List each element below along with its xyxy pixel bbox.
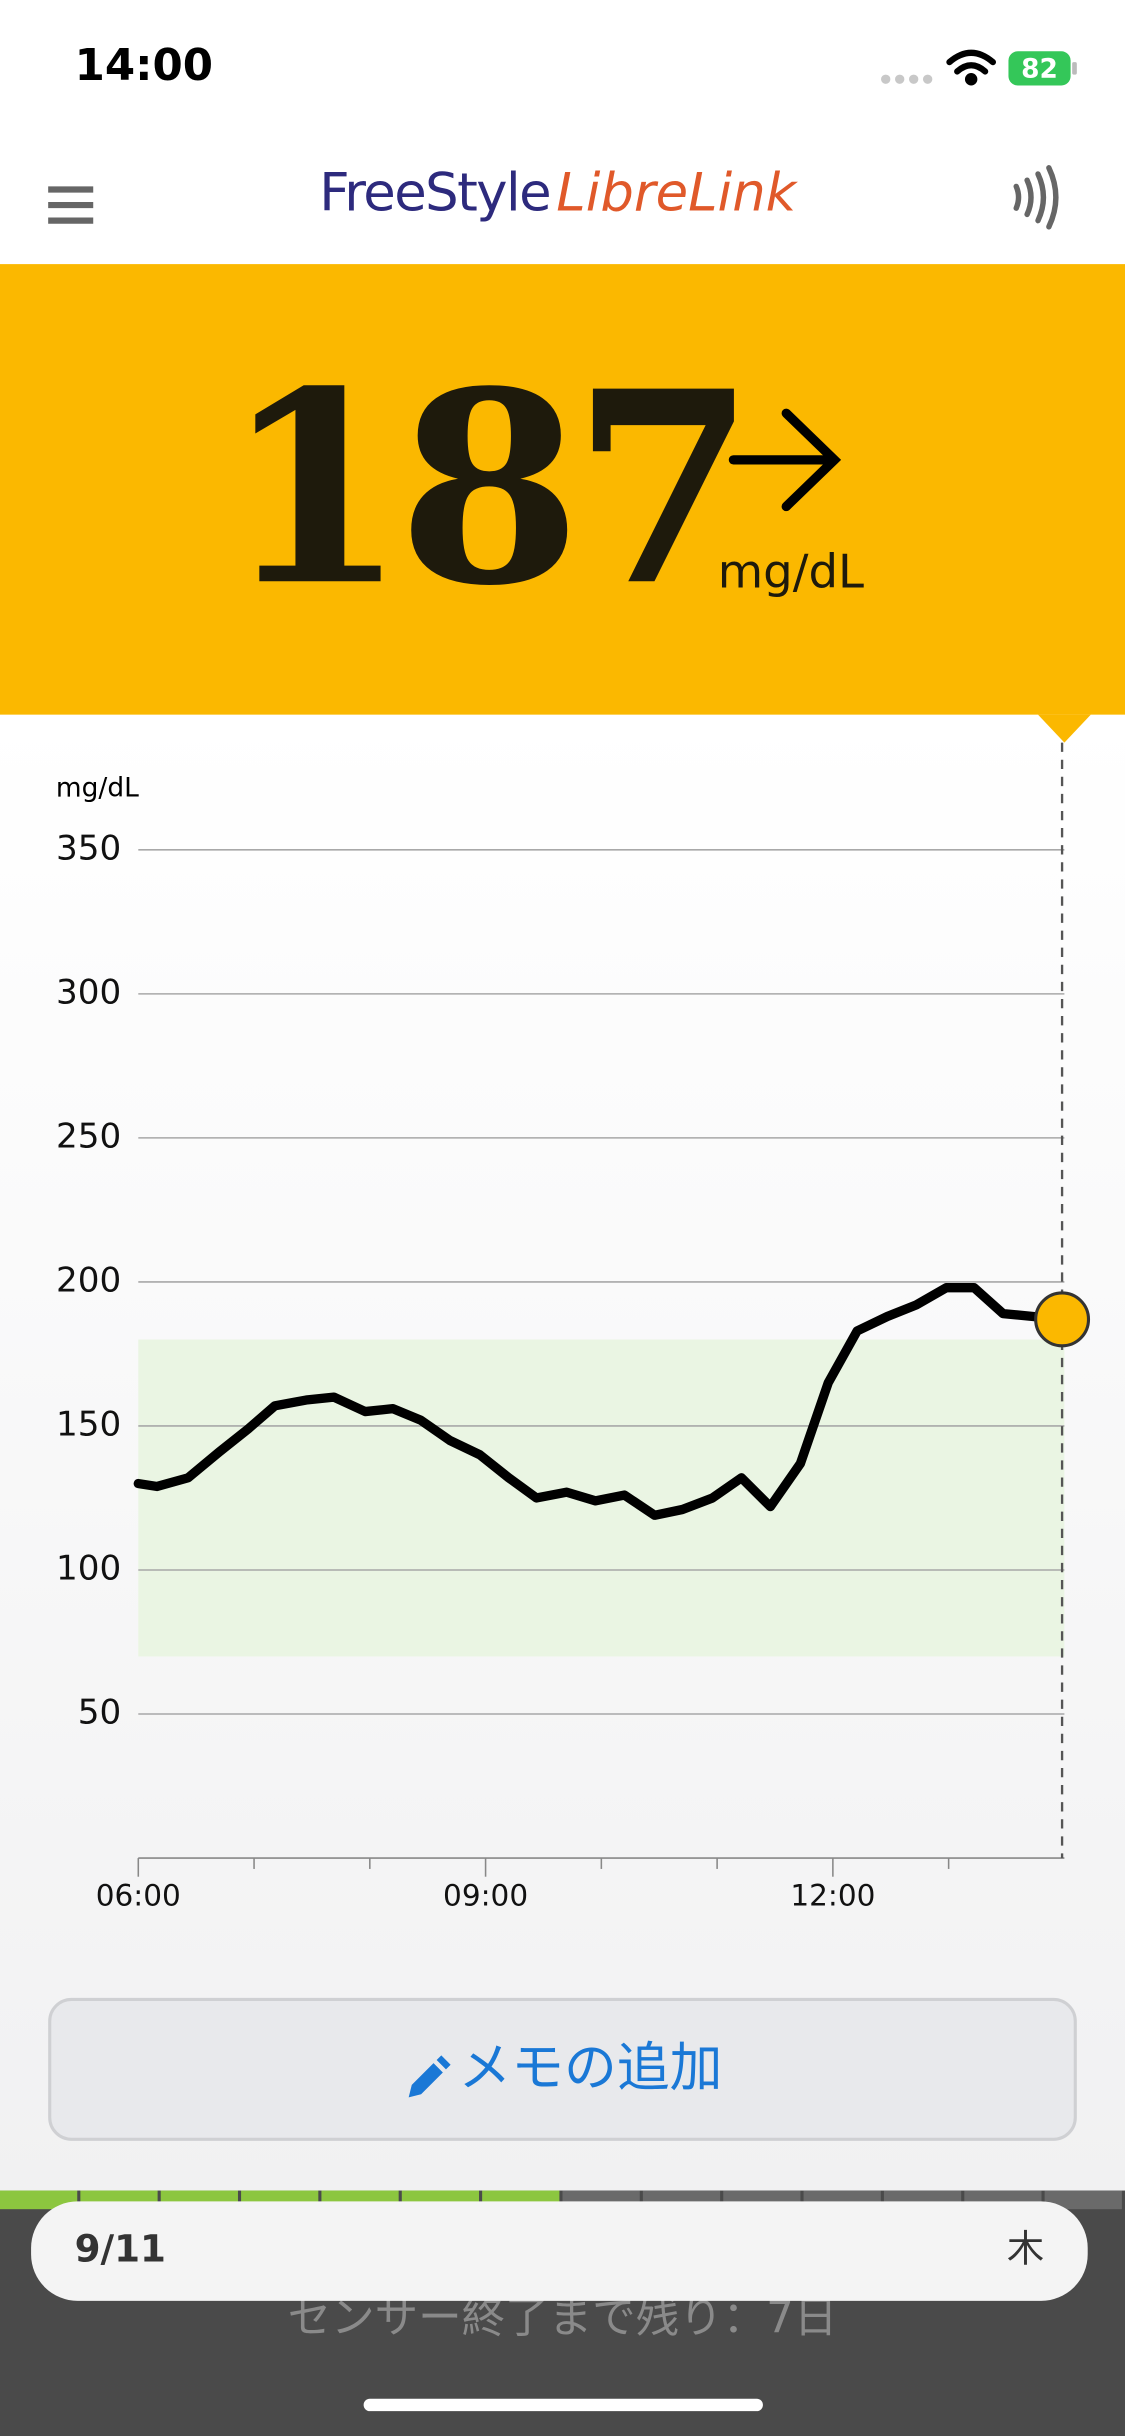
brand-freestyle: FreeStyle xyxy=(319,162,550,223)
trend-arrow xyxy=(728,408,842,512)
y-tick-label: 300 xyxy=(56,972,121,1012)
memo-button-label[interactable]: メモの追加 xyxy=(458,2038,722,2099)
pencil-icon xyxy=(408,2055,451,2098)
reading-panel xyxy=(0,264,1125,715)
y-tick-label: 350 xyxy=(56,828,121,868)
y-tick-label: 100 xyxy=(56,1548,121,1588)
sensor-segment xyxy=(0,2190,78,2210)
x-tick-label: 06:00 xyxy=(96,1878,181,1912)
current-reading-dot xyxy=(1034,1291,1091,1348)
y-tick-label: 50 xyxy=(78,1693,121,1733)
date: 9/11 xyxy=(75,2227,166,2271)
signal xyxy=(881,74,933,84)
brand-librelink: LibreLink xyxy=(556,162,798,223)
plot: 50 100 150 200 250 300 350 06:00 09:00 12:00 xyxy=(56,742,1091,1912)
glucose-line xyxy=(133,1283,1067,1520)
status-time: 14:00 xyxy=(75,41,213,91)
y-tick-label: 150 xyxy=(56,1404,121,1444)
battery-level: 82 xyxy=(1021,53,1058,84)
weekday: 木 xyxy=(1007,2227,1044,2271)
y-axis-label: mg/dL xyxy=(56,773,139,804)
x-tick-label: 09:00 xyxy=(443,1878,528,1912)
home-indicator xyxy=(363,2398,763,2412)
nfc-icon[interactable] xyxy=(1013,165,1059,230)
memo-button[interactable] xyxy=(48,1997,1077,2141)
menu-icon[interactable] xyxy=(48,186,94,224)
y-tick-label: 200 xyxy=(56,1260,121,1300)
battery xyxy=(1008,51,1071,86)
reading-unit: mg/dL xyxy=(718,544,864,598)
date-pill[interactable] xyxy=(31,2201,1088,2301)
battery-tip xyxy=(1072,62,1077,75)
wifi-icon xyxy=(946,49,997,86)
reading-pointer xyxy=(1037,714,1091,743)
reading-value: 187 xyxy=(223,334,746,644)
x-tick-label: 12:00 xyxy=(790,1878,875,1912)
sensor-segment xyxy=(1044,2190,1122,2210)
y-tick-label: 250 xyxy=(56,1116,121,1156)
sensor-remaining: センサー終了まで残り：7日 xyxy=(288,2294,838,2344)
